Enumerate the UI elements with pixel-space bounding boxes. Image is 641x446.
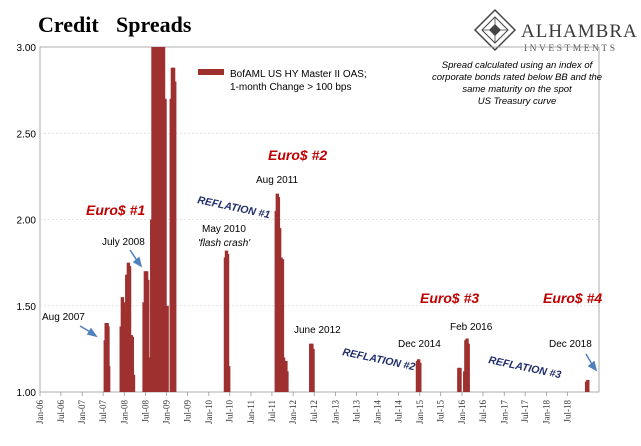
x-tick-label: Jan-11 — [246, 400, 256, 424]
x-tick-label: Jul-15 — [436, 400, 446, 423]
x-tick-label: Jan-13 — [330, 400, 340, 424]
bar — [131, 374, 136, 392]
x-tick-label: Jan-14 — [373, 400, 383, 424]
bar — [160, 47, 164, 392]
x-tick-label: Jul-11 — [267, 400, 277, 422]
bar — [466, 343, 470, 392]
note-line4: US Treasury curve — [478, 96, 556, 107]
bar — [106, 326, 110, 392]
x-tick-label: Jul-06 — [56, 400, 66, 423]
annotation-dec2018: Dec 2018 — [549, 339, 592, 350]
bar — [173, 81, 177, 392]
bar — [154, 47, 159, 392]
annotation-feb2016: Feb 2016 — [450, 322, 493, 333]
bar — [158, 47, 162, 392]
annotation-flash-crash: 'flash crash' — [198, 238, 251, 249]
bar — [458, 367, 462, 392]
y-tick-label: 2.00 — [17, 216, 37, 227]
brand-name: ALHAMBRA — [521, 21, 638, 42]
bar — [311, 348, 315, 393]
x-tick-label: Jul-10 — [225, 400, 235, 423]
x-tick-label: Jan-16 — [457, 400, 467, 424]
brand-diamond-icon — [473, 8, 517, 52]
brand-sub: INVESTMENTS — [524, 44, 617, 54]
label-reflation1: REFLATION #1 — [196, 194, 271, 221]
bar — [121, 302, 126, 392]
label-euro1: Euro$ #1 — [86, 202, 145, 218]
x-tick-label: Jul-18 — [562, 400, 572, 423]
label-reflation3: REFLATION #3 — [487, 354, 562, 381]
y-tick-label: 2.50 — [17, 129, 37, 140]
chart-title-part1: Credit — [38, 12, 99, 37]
bar — [163, 98, 167, 392]
y-tick-label: 1.00 — [17, 388, 37, 399]
chart-title-part2: Spreads — [116, 12, 192, 37]
legend-line1: BofAML US HY Master II OAS; — [230, 69, 367, 80]
bar — [586, 379, 590, 392]
x-tick-label: Jul-17 — [520, 400, 530, 423]
annotation-aug2007: Aug 2007 — [42, 312, 85, 323]
bar — [130, 336, 135, 392]
bar — [165, 305, 169, 392]
arrow-dec2018-head-icon — [587, 360, 598, 372]
x-tick-label: Jan-09 — [162, 400, 172, 424]
x-tick-label: Jul-14 — [394, 400, 404, 423]
x-tick-label: Jan-06 — [35, 400, 45, 424]
bar — [153, 47, 157, 392]
x-axis: Jan-06 Jul-06 Jan-07 Jul-07 Jan-08 Jul-08 Jan-… — [35, 392, 572, 424]
label-reflation2: REFLATION #2 — [341, 346, 416, 373]
bar — [106, 366, 111, 393]
bar — [147, 357, 152, 392]
x-tick-label: Jul-08 — [140, 400, 150, 423]
annotation-july2008: July 2008 — [102, 237, 145, 248]
bar — [146, 279, 150, 393]
x-tick-label: Jul-12 — [309, 400, 319, 423]
y-tick-label: 3.00 — [17, 43, 37, 54]
annotation-may2010: May 2010 — [202, 224, 246, 235]
annotation-dec2014: Dec 2014 — [398, 339, 441, 350]
x-tick-label: Jan-15 — [415, 400, 425, 424]
bar — [226, 366, 231, 393]
bar — [418, 362, 422, 392]
y-tick-label: 1.50 — [17, 302, 37, 313]
bar — [285, 371, 289, 392]
bar — [225, 254, 230, 392]
note-line2: corporate bonds rated below BB and the — [432, 72, 602, 83]
label-euro2: Euro$ #2 — [268, 147, 327, 163]
x-tick-label: Jan-07 — [77, 400, 87, 424]
arrow-july2008-head-icon — [132, 256, 143, 268]
x-tick-label: Jan-12 — [288, 400, 298, 424]
x-tick-label: Jul-13 — [351, 400, 361, 423]
x-tick-label: Jul-09 — [183, 400, 193, 423]
legend-swatch — [198, 69, 224, 75]
bar — [151, 47, 155, 392]
bar — [127, 266, 132, 392]
arrow-aug2007-head-icon — [86, 327, 98, 338]
annotation-aug2011: Aug 2011 — [256, 175, 299, 186]
brand-logo: ALHAMBRA INVESTMENTS — [473, 8, 638, 54]
bar-series — [103, 47, 590, 393]
legend: BofAML US HY Master II OAS; 1-month Chan… — [198, 69, 367, 93]
bar — [156, 47, 160, 392]
method-note: Spread calculated using an index of corp… — [432, 60, 602, 107]
annotation-june2012: June 2012 — [294, 325, 341, 336]
legend-line2: 1-month Change > 100 bps — [230, 82, 351, 93]
grid-layer — [40, 132, 599, 307]
label-euro3: Euro$ #3 — [420, 290, 479, 306]
x-tick-label: Jul-07 — [98, 400, 108, 423]
x-tick-label: Jan-17 — [499, 400, 509, 424]
x-tick-label: Jan-08 — [119, 400, 129, 424]
note-line1: Spread calculated using an index of — [442, 60, 594, 71]
y-axis: 1.00 1.50 2.00 2.50 3.00 — [17, 43, 37, 399]
x-tick-label: Jan-10 — [204, 400, 214, 424]
bar — [280, 259, 285, 392]
note-line3: same maturity on the spot — [462, 84, 572, 95]
label-euro4: Euro$ #4 — [543, 290, 602, 306]
annotation-arrows — [79, 249, 598, 372]
x-tick-label: Jan-18 — [541, 400, 551, 424]
x-tick-label: Jul-16 — [478, 400, 488, 423]
